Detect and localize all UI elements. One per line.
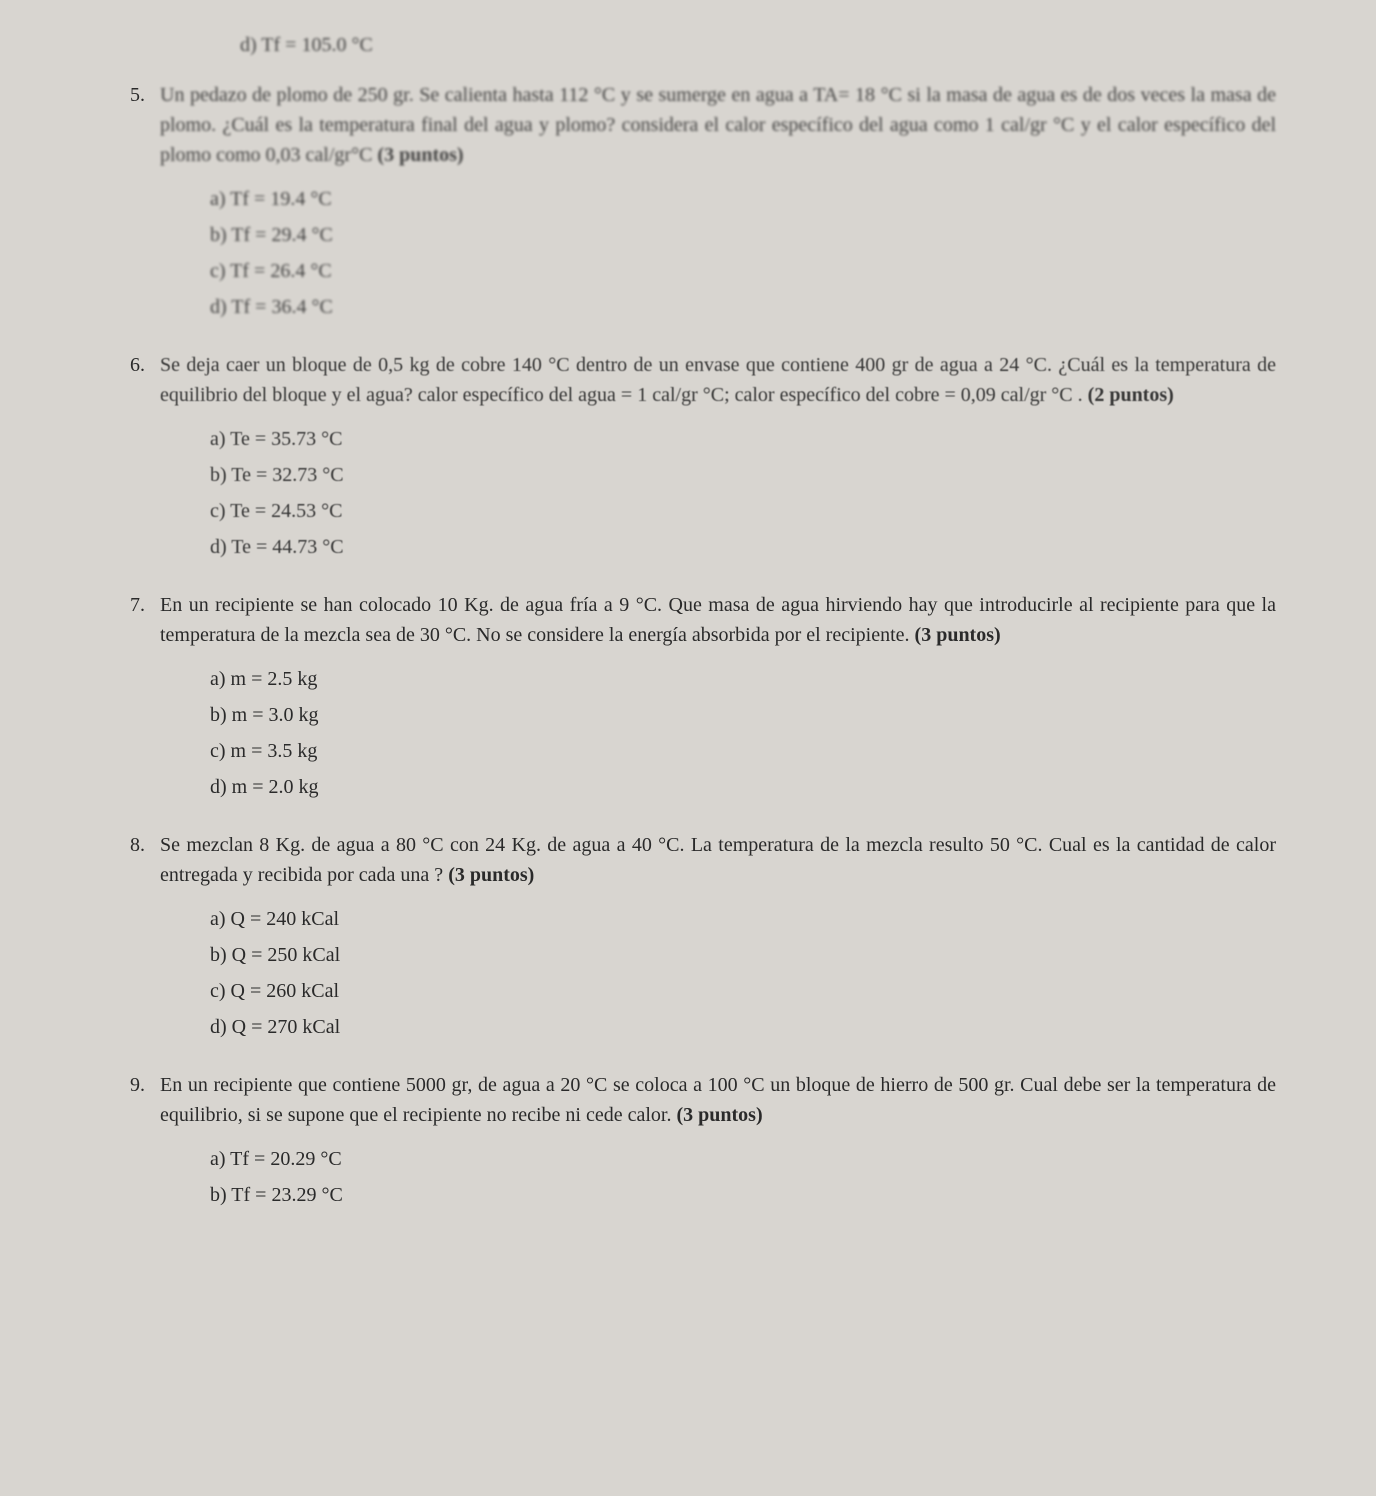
question-7-option-d: d) m = 2.0 kg [210,772,1316,802]
question-7-number: 7. [130,590,160,650]
question-9-option-a: a) Tf = 20.29 °C [210,1144,1316,1174]
question-9-number: 9. [130,1070,160,1130]
question-5-option-a: a) Tf = 19.4 °C [210,184,1316,214]
question-8-number: 8. [130,830,160,890]
question-5-body: Un pedazo de plomo de 250 gr. Se calient… [160,80,1316,170]
question-8-body: Se mezclan 8 Kg. de agua a 80 °C con 24 … [160,830,1316,890]
question-6-option-d: d) Te = 44.73 °C [210,532,1316,562]
question-6: 6. Se deja caer un bloque de 0,5 kg de c… [60,350,1316,562]
question-6-body: Se deja caer un bloque de 0,5 kg de cobr… [160,350,1316,410]
question-7-option-b: b) m = 3.0 kg [210,700,1316,730]
question-5-number: 5. [130,80,160,170]
question-7: 7. En un recipiente se han colocado 10 K… [60,590,1316,802]
question-9: 9. En un recipiente que contiene 5000 gr… [60,1070,1316,1210]
question-5-text: Un pedazo de plomo de 250 gr. Se calient… [160,84,1276,166]
question-7-option-a: a) m = 2.5 kg [210,664,1316,694]
question-7-option-c: c) m = 3.5 kg [210,736,1316,766]
question-7-points: (3 puntos) [915,624,1001,646]
question-9-points: (3 puntos) [676,1104,762,1126]
question-5-option-d: d) Tf = 36.4 °C [210,292,1316,322]
question-5-points: (3 puntos) [377,144,463,166]
question-8: 8. Se mezclan 8 Kg. de agua a 80 °C con … [60,830,1316,1042]
question-6-number: 6. [130,350,160,410]
question-5-option-b: b) Tf = 29.4 °C [210,220,1316,250]
question-6-option-c: c) Te = 24.53 °C [210,496,1316,526]
question-9-option-b: b) Tf = 23.29 °C [210,1180,1316,1210]
question-8-option-d: d) Q = 270 kCal [210,1012,1316,1042]
question-9-body: En un recipiente que contiene 5000 gr, d… [160,1070,1316,1130]
question-8-option-c: c) Q = 260 kCal [210,976,1316,1006]
question-7-text: En un recipiente se han colocado 10 Kg. … [160,594,1276,646]
prev-option-d: d) Tf = 105.0 °C [240,30,1316,60]
question-7-body: En un recipiente se han colocado 10 Kg. … [160,590,1316,650]
question-8-option-b: b) Q = 250 kCal [210,940,1316,970]
question-6-option-a: a) Te = 35.73 °C [210,424,1316,454]
question-8-text: Se mezclan 8 Kg. de agua a 80 °C con 24 … [160,834,1276,886]
question-8-option-a: a) Q = 240 kCal [210,904,1316,934]
question-5: 5. Un pedazo de plomo de 250 gr. Se cali… [60,80,1316,322]
question-6-points: (2 puntos) [1088,384,1174,406]
question-8-points: (3 puntos) [448,864,534,886]
question-6-option-b: b) Te = 32.73 °C [210,460,1316,490]
question-5-option-c: c) Tf = 26.4 °C [210,256,1316,286]
